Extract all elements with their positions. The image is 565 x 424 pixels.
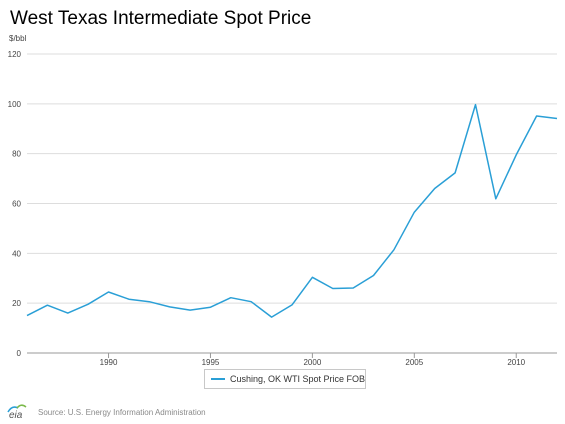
series-line — [26, 103, 558, 318]
footer: eia Source: U.S. Energy Information Admi… — [6, 404, 206, 420]
y-tick-label: 100 — [8, 100, 22, 109]
y-axis-label: $/bbl — [9, 34, 27, 43]
series-lines — [26, 103, 558, 318]
y-tick-label: 80 — [12, 150, 21, 159]
x-tick-label: 2005 — [405, 358, 423, 367]
source-text: Source: U.S. Energy Information Administ… — [38, 407, 206, 417]
y-tick-label: 40 — [12, 249, 21, 258]
y-tick-label: 60 — [12, 200, 21, 209]
legend[interactable]: Cushing, OK WTI Spot Price FOB — [204, 369, 366, 389]
grid-lines — [27, 53, 557, 304]
chart-title: West Texas Intermediate Spot Price — [10, 8, 312, 29]
legend-label: Cushing, OK WTI Spot Price FOB — [229, 374, 365, 384]
logo-text: eia — [9, 410, 23, 420]
x-tick-label: 2000 — [303, 358, 321, 367]
y-axis: 0 20 40 60 80 100 120 — [8, 50, 22, 358]
y-tick-label: 20 — [12, 299, 21, 308]
y-tick-label: 0 — [17, 349, 22, 358]
x-tick-label: 2010 — [507, 358, 525, 367]
x-tick-label: 1990 — [100, 358, 118, 367]
y-tick-label: 120 — [8, 50, 22, 59]
eia-logo: eia — [7, 404, 27, 420]
x-axis-ticks: 1990 1995 2000 2005 2010 — [100, 353, 526, 367]
legend-swatch — [211, 378, 225, 380]
x-tick-label: 1995 — [202, 358, 220, 367]
